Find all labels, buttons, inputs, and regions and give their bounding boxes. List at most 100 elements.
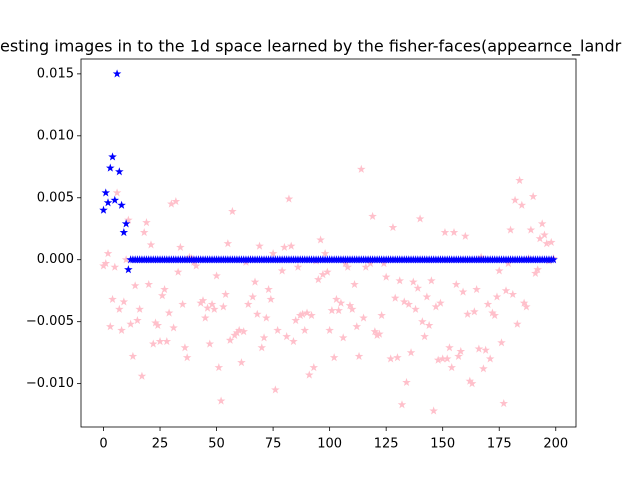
point — [490, 310, 499, 320]
point — [501, 286, 511, 295]
point — [225, 335, 235, 344]
point — [542, 239, 551, 248]
point — [375, 329, 384, 338]
point — [268, 249, 278, 258]
point — [106, 163, 115, 172]
point — [223, 239, 233, 248]
point — [182, 353, 192, 362]
point — [216, 396, 226, 405]
point — [461, 231, 470, 240]
point — [465, 376, 475, 385]
point — [347, 304, 357, 313]
point — [200, 313, 210, 322]
point — [176, 242, 185, 251]
point — [160, 284, 169, 294]
point — [447, 363, 457, 372]
point — [271, 385, 280, 394]
point — [135, 304, 144, 313]
point — [397, 400, 407, 409]
point — [298, 309, 307, 318]
point — [189, 257, 199, 266]
point — [255, 241, 264, 250]
x-tick-label: 0 — [99, 437, 107, 452]
point — [119, 297, 129, 306]
point — [492, 292, 502, 301]
point — [300, 325, 310, 334]
point — [522, 302, 531, 311]
point — [517, 200, 527, 209]
point — [479, 364, 488, 373]
point — [483, 299, 493, 308]
point — [99, 205, 108, 214]
point — [323, 267, 332, 276]
point — [142, 218, 151, 227]
point — [139, 227, 149, 237]
point — [386, 354, 395, 363]
point — [262, 313, 271, 322]
y-tick-label: 0.010 — [37, 128, 74, 143]
point — [399, 297, 409, 306]
point — [402, 377, 411, 387]
point — [481, 345, 490, 354]
point — [515, 175, 524, 185]
point — [314, 275, 323, 284]
point — [513, 319, 522, 328]
point — [284, 194, 294, 203]
point — [230, 330, 239, 339]
point — [350, 280, 359, 289]
point — [422, 292, 432, 301]
point — [325, 325, 334, 334]
point — [409, 277, 418, 286]
point — [108, 152, 117, 161]
point — [494, 266, 504, 275]
point — [164, 308, 174, 317]
point — [115, 167, 124, 176]
point — [454, 351, 463, 361]
point — [101, 258, 111, 268]
point — [431, 302, 441, 311]
point — [449, 227, 459, 237]
point — [357, 164, 366, 173]
point — [470, 307, 479, 316]
point — [171, 196, 181, 206]
point — [533, 265, 542, 274]
x-tick-label: 25 — [152, 437, 169, 452]
point — [456, 346, 466, 356]
point — [413, 283, 423, 292]
point — [173, 267, 183, 276]
point — [146, 240, 156, 249]
point — [368, 211, 377, 220]
point — [388, 223, 398, 232]
point — [327, 306, 337, 315]
point — [332, 294, 341, 304]
point — [291, 315, 300, 325]
point — [427, 276, 436, 285]
point — [433, 355, 443, 364]
point — [506, 225, 515, 234]
point — [250, 277, 260, 286]
point — [372, 330, 382, 339]
point — [406, 348, 416, 357]
point — [221, 289, 230, 299]
point — [282, 332, 291, 341]
point — [467, 379, 477, 388]
point — [239, 327, 248, 336]
point — [243, 299, 253, 308]
point — [110, 262, 120, 271]
x-tick-label: 150 — [430, 437, 455, 452]
point — [528, 192, 538, 201]
y-tick-label: 0.000 — [37, 252, 74, 267]
point — [411, 304, 420, 313]
point — [103, 198, 113, 207]
x-tick-label: 50 — [208, 437, 225, 452]
point — [415, 214, 425, 223]
point — [248, 292, 258, 301]
point — [546, 237, 556, 247]
point — [178, 299, 187, 308]
y-tick-label: 0.005 — [37, 190, 74, 205]
point — [167, 199, 176, 208]
point — [112, 69, 122, 78]
point — [393, 353, 402, 362]
point — [203, 303, 212, 312]
point — [191, 261, 201, 270]
